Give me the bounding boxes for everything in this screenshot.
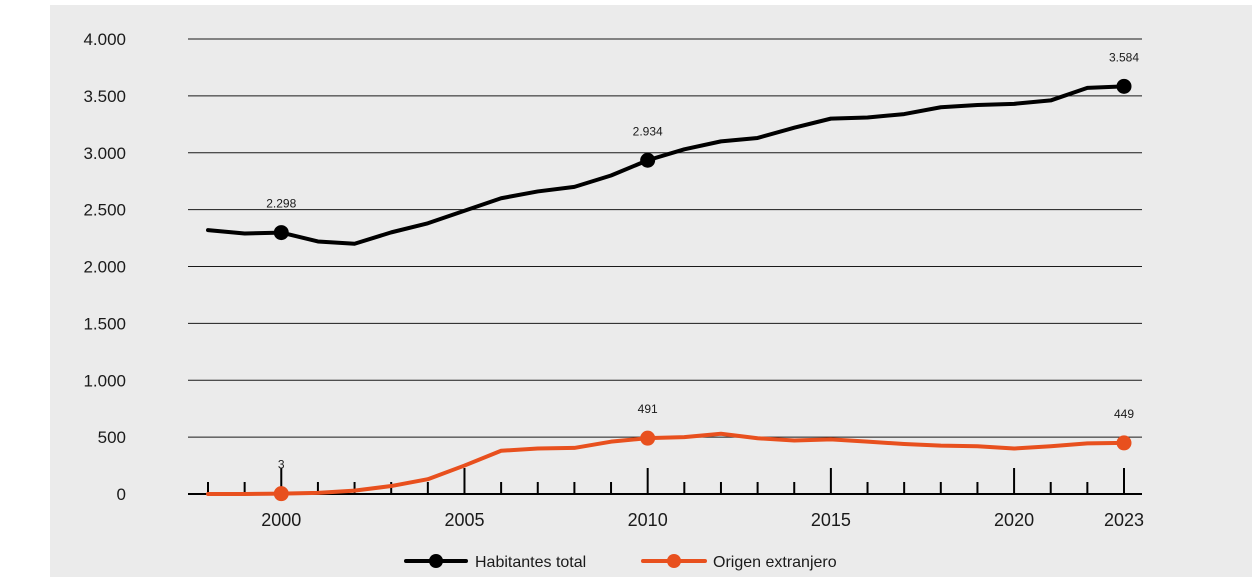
y-axis-ticks: 0 500 1.000 1.500 2.000 2.500 3.000 3.500 4.000 xyxy=(83,30,126,504)
data-point xyxy=(640,153,655,168)
data-label: 3.584 xyxy=(1109,50,1139,64)
x-tick-label: 2010 xyxy=(628,510,668,530)
legend-swatch-dot xyxy=(667,554,681,568)
data-point xyxy=(640,431,655,446)
legend-item-0: Habitantes total xyxy=(406,554,586,571)
grid-lines xyxy=(188,39,1142,437)
series-line-0 xyxy=(208,86,1124,243)
y-tick-label: 2.000 xyxy=(83,258,126,277)
data-label: 491 xyxy=(638,402,658,416)
series-lines xyxy=(208,86,1124,494)
x-tick-label: 2015 xyxy=(811,510,851,530)
y-tick-label: 1.500 xyxy=(83,314,126,333)
data-point xyxy=(1117,435,1132,450)
y-tick-label: 0 xyxy=(117,485,126,504)
x-tick-label: 2023 xyxy=(1104,510,1144,530)
x-tick-label: 2020 xyxy=(994,510,1034,530)
data-label: 3 xyxy=(278,458,285,472)
line-chart: 05001.0001.5002.0002.5003.0003.5004.000 … xyxy=(50,5,1252,577)
y-tick-label: 3.000 xyxy=(83,144,126,163)
legend: Habitantes total Origen extranjero xyxy=(406,554,837,571)
data-label: 449 xyxy=(1114,407,1134,421)
x-tick-label: 2005 xyxy=(444,510,484,530)
legend-swatch-dot xyxy=(429,554,443,568)
y-tick-label: 4.000 xyxy=(83,30,126,49)
y-tick-label: 3.500 xyxy=(83,87,126,106)
data-point xyxy=(274,225,289,240)
series-line-1 xyxy=(208,434,1124,494)
x-axis: 2000 2005 2010 2015 2020 2023 xyxy=(188,468,1144,530)
data-point xyxy=(1117,79,1132,94)
y-tick-label: 1.000 xyxy=(83,371,126,390)
y-tick-label: 500 xyxy=(98,428,126,447)
chart-panel: 0 500 1.000 1.500 2.000 2.500 3.000 3.500 4.000 … xyxy=(50,5,1252,577)
x-tick-label: 2000 xyxy=(261,510,301,530)
legend-label: Habitantes total xyxy=(475,554,586,571)
legend-item-1: Origen extranjero xyxy=(643,554,837,571)
legend-label: Origen extranjero xyxy=(713,554,837,571)
data-point xyxy=(274,486,289,501)
y-tick-label: 2.500 xyxy=(83,201,126,220)
data-label: 2.934 xyxy=(633,124,663,138)
data-label: 2.298 xyxy=(266,197,296,211)
